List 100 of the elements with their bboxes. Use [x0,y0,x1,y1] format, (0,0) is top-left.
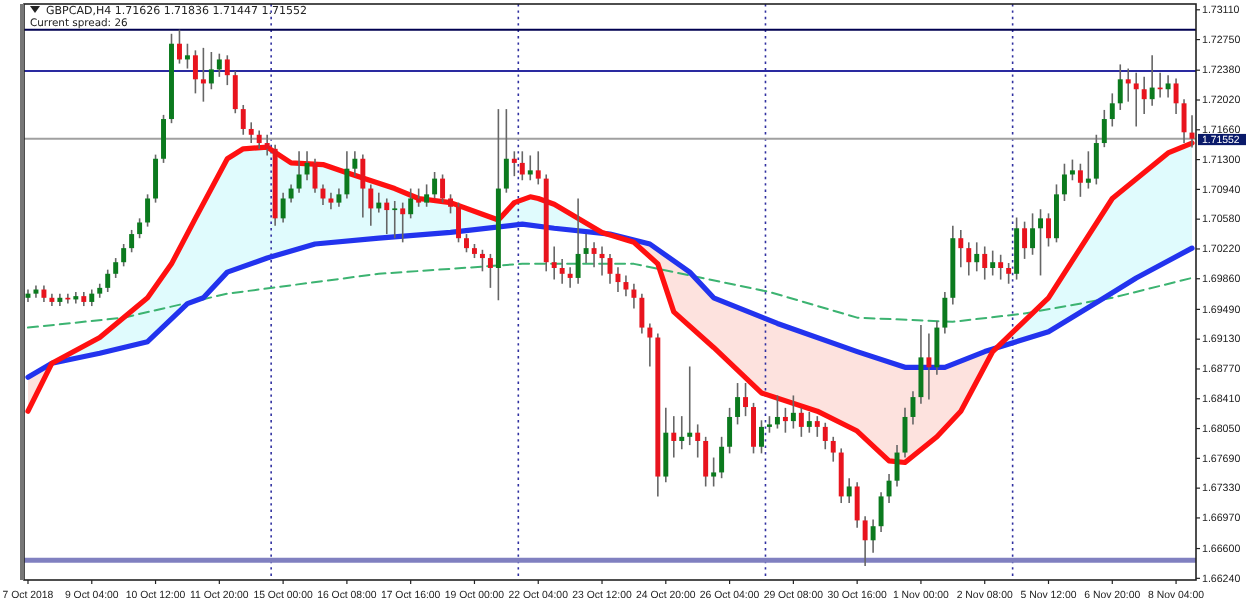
candlestick [639,292,645,335]
candlestick [990,249,996,277]
candlestick [711,456,717,488]
candlestick [759,419,764,455]
candlestick [161,114,166,164]
candlestick [121,243,127,268]
candlestick [631,282,637,310]
candlestick [519,150,525,182]
candlestick [1093,133,1099,186]
candlestick [192,49,198,95]
candlestick [1165,74,1171,99]
candlestick [735,382,741,426]
candlestick [727,407,733,455]
candlestick [440,173,446,204]
candlestick [392,200,398,240]
candlestick [551,245,557,281]
candlestick [1149,54,1155,107]
candlestick [360,153,366,219]
candlestick [448,193,454,215]
candlestick [1046,212,1051,248]
candlestick [559,258,565,285]
candlestick [256,129,262,150]
candlestick [1077,162,1083,198]
candlestick [687,365,693,446]
candlestick [184,42,190,70]
candlestick [623,274,629,297]
candlestick [145,193,151,228]
line-series [26,262,1194,329]
candlestick [814,415,820,438]
candlestick [368,183,374,227]
candlestick [464,233,469,254]
candlestick [854,481,860,529]
candlestick [982,245,988,281]
candlestick [105,268,111,293]
candlestick [527,154,533,182]
candlestick [264,133,270,157]
candlestick [942,291,948,335]
candlestick [910,390,916,426]
candlestick [1125,67,1131,103]
candlestick [846,477,852,504]
candlestick [336,187,342,208]
candlestick [974,241,980,273]
candlestick [224,54,230,86]
candlestick [1054,183,1059,244]
candlestick [432,171,438,200]
candlestick [679,415,685,451]
candlestick [798,407,804,438]
candlestick [878,491,884,533]
candlestick [743,382,749,417]
candlestick [806,411,812,434]
candlestick [208,51,214,91]
candlestick [137,217,143,240]
candlestick [1181,98,1187,144]
candlestick [296,150,302,194]
candlestick [400,201,406,244]
candlestick [240,104,246,136]
candlestick [838,447,844,504]
candlestick [591,241,597,268]
candlestick [1038,208,1043,277]
candlestick [280,191,286,224]
candlestick [671,415,677,459]
candlestick [774,394,780,430]
candlestick [153,153,159,204]
candlestick [248,121,254,144]
candlestick [1141,76,1147,115]
candlestick [344,150,350,200]
candlestick [998,253,1004,281]
candlestick [73,291,79,305]
candlestick [790,394,796,430]
candlestick [1173,77,1179,115]
candlestick [1101,109,1107,148]
candlestick [830,436,836,463]
candlestick [408,187,414,220]
candlestick [575,197,581,285]
candlestick [1030,212,1036,256]
candlestick [511,150,517,177]
candlestick [288,183,294,204]
candlestick [416,187,422,208]
candlestick [1085,150,1091,190]
candlestick [216,52,222,78]
candlestick [487,253,493,289]
candlestick [918,324,924,405]
candlestick [200,47,206,103]
candlestick [583,233,589,264]
candlestick [1061,162,1067,202]
candlestick [304,150,310,182]
candlestick [958,229,964,268]
candlestick [870,518,876,554]
candlestick [822,421,828,451]
candlestick [1109,92,1115,128]
candlestick [886,473,892,504]
candlestick [1014,216,1020,281]
candlestick [113,257,119,279]
candlestick [647,322,653,368]
candlestick [934,320,940,376]
candlestick [535,150,541,186]
candlestick [129,229,135,254]
candlestick [703,436,709,488]
candlestick [177,28,182,65]
candlestick [782,407,788,434]
